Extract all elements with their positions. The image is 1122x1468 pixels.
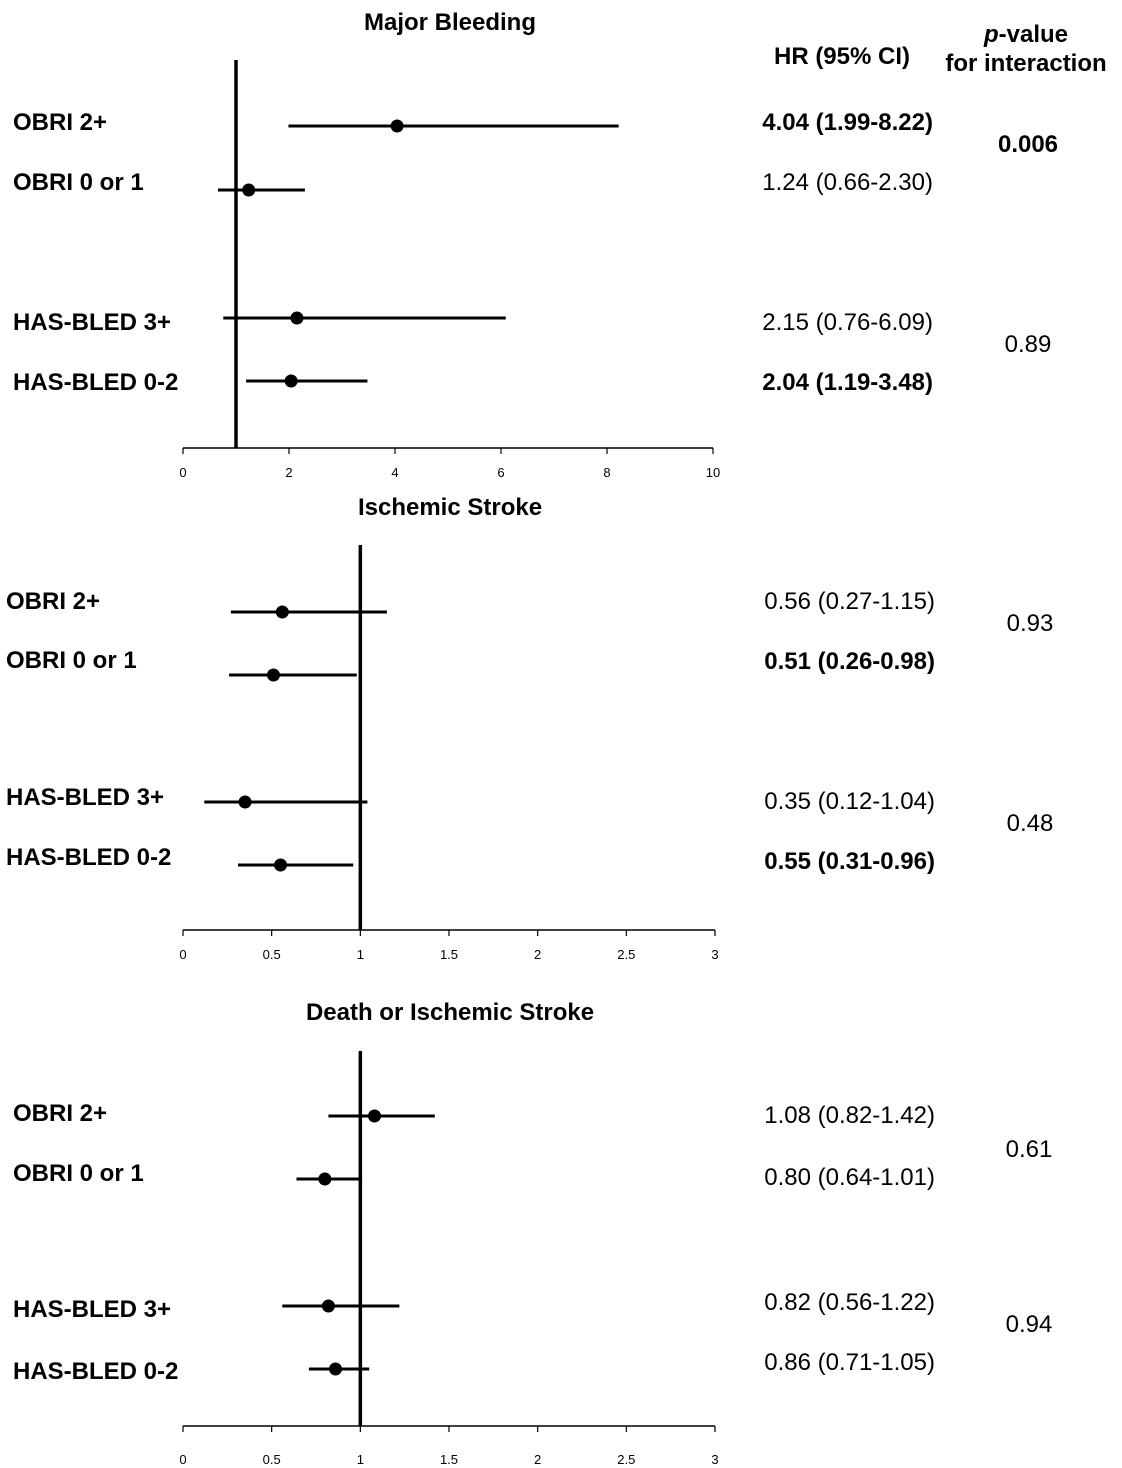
- hr-point: [238, 795, 252, 809]
- x-tick-label: 1.5: [440, 1452, 458, 1467]
- row-label: OBRI 2+: [6, 588, 100, 615]
- p-value-column-header-line2: for interaction: [945, 50, 1106, 77]
- hr-ci-text: 2.04 (1.19-3.48): [762, 369, 933, 396]
- hr-point: [321, 1299, 335, 1313]
- hr-ci-text: 0.56 (0.27-1.15): [764, 588, 935, 615]
- row-label: OBRI 0 or 1: [6, 647, 137, 674]
- row-label: HAS-BLED 0-2: [6, 844, 171, 871]
- p-value: 0.006: [998, 131, 1058, 158]
- forest-panel-2: Ischemic Stroke 0 0.5 1 1.5 2 2.5 3 OBRI 2+ 0.56 …: [6, 494, 1053, 962]
- x-tick-label: 10: [706, 465, 720, 480]
- x-tick-label: 0.5: [263, 947, 281, 962]
- row-label: HAS-BLED 3+: [6, 784, 164, 811]
- x-tick-label: 3: [711, 947, 718, 962]
- row-label: OBRI 2+: [13, 109, 107, 136]
- row-label: OBRI 0 or 1: [13, 1160, 144, 1187]
- x-tick-label: 0: [179, 947, 186, 962]
- p-value-column-header: p-value: [983, 21, 1068, 48]
- row-label: HAS-BLED 3+: [13, 1296, 171, 1323]
- x-tick-label: 1: [357, 947, 364, 962]
- hr-ci-text: 0.55 (0.31-0.96): [764, 848, 935, 875]
- panel-title: Ischemic Stroke: [358, 494, 542, 521]
- p-value: 0.93: [1007, 610, 1054, 637]
- hr-point: [275, 605, 289, 619]
- p-value: 0.48: [1007, 810, 1054, 837]
- x-tick-label: 2: [534, 947, 541, 962]
- panel-title: Major Bleeding: [364, 9, 536, 36]
- hr-ci-text: 1.24 (0.66-2.30): [762, 169, 933, 196]
- hr-ci-text: 0.86 (0.71-1.05): [764, 1349, 935, 1376]
- row-label: OBRI 2+: [13, 1100, 107, 1127]
- x-tick-label: 0.5: [263, 1452, 281, 1467]
- hr-ci-text: 0.51 (0.26-0.98): [764, 648, 935, 675]
- forest-panel-3: Death or Ischemic Stroke 0 0.5 1 1.5 2 2.5 3 OBR…: [13, 999, 1052, 1467]
- hr-point: [368, 1109, 382, 1123]
- hr-point: [284, 374, 298, 388]
- hr-point: [318, 1172, 332, 1186]
- p-value: 0.61: [1006, 1136, 1053, 1163]
- panel-title: Death or Ischemic Stroke: [306, 999, 594, 1026]
- x-tick-label: 2.5: [617, 1452, 635, 1467]
- p-value: 0.89: [1005, 331, 1052, 358]
- row-label: HAS-BLED 0-2: [13, 369, 178, 396]
- p-rest: -value: [999, 21, 1068, 48]
- forest-panel-1: Major Bleeding 0 2 4 6 8 10 OBRI 2+ 4.04 (1.99-8…: [13, 9, 1058, 480]
- x-tick-label: 2: [285, 465, 292, 480]
- hr-ci-text: 0.80 (0.64-1.01): [764, 1164, 935, 1191]
- hr-ci-text: 4.04 (1.99-8.22): [762, 109, 933, 136]
- hr-point: [274, 858, 288, 872]
- x-tick-label: 6: [497, 465, 504, 480]
- row-label: OBRI 0 or 1: [13, 169, 144, 196]
- x-tick-label: 0: [179, 1452, 186, 1467]
- x-tick-label: 8: [603, 465, 610, 480]
- hr-point: [266, 668, 280, 682]
- x-tick-label: 1: [357, 1452, 364, 1467]
- hr-ci-text: 0.35 (0.12-1.04): [764, 788, 935, 815]
- hr-point: [290, 311, 304, 325]
- hr-column-header: HR (95% CI): [774, 43, 910, 70]
- x-tick-label: 1.5: [440, 947, 458, 962]
- x-tick-label: 3: [711, 1452, 718, 1467]
- x-tick-label: 4: [391, 465, 398, 480]
- row-label: HAS-BLED 0-2: [13, 1358, 178, 1385]
- p-italic: p: [983, 21, 999, 48]
- hr-point: [390, 119, 404, 133]
- hr-point: [329, 1362, 343, 1376]
- x-tick-label: 0: [179, 465, 186, 480]
- x-tick-label: 2.5: [617, 947, 635, 962]
- x-tick-label: 2: [534, 1452, 541, 1467]
- hr-point: [242, 183, 256, 197]
- hr-ci-text: 2.15 (0.76-6.09): [762, 309, 933, 336]
- p-value: 0.94: [1006, 1311, 1053, 1338]
- row-label: HAS-BLED 3+: [13, 309, 171, 336]
- hr-ci-text: 0.82 (0.56-1.22): [764, 1289, 935, 1316]
- hr-ci-text: 1.08 (0.82-1.42): [764, 1102, 935, 1129]
- column-headers: HR (95% CI) p-value for interaction: [774, 21, 1107, 77]
